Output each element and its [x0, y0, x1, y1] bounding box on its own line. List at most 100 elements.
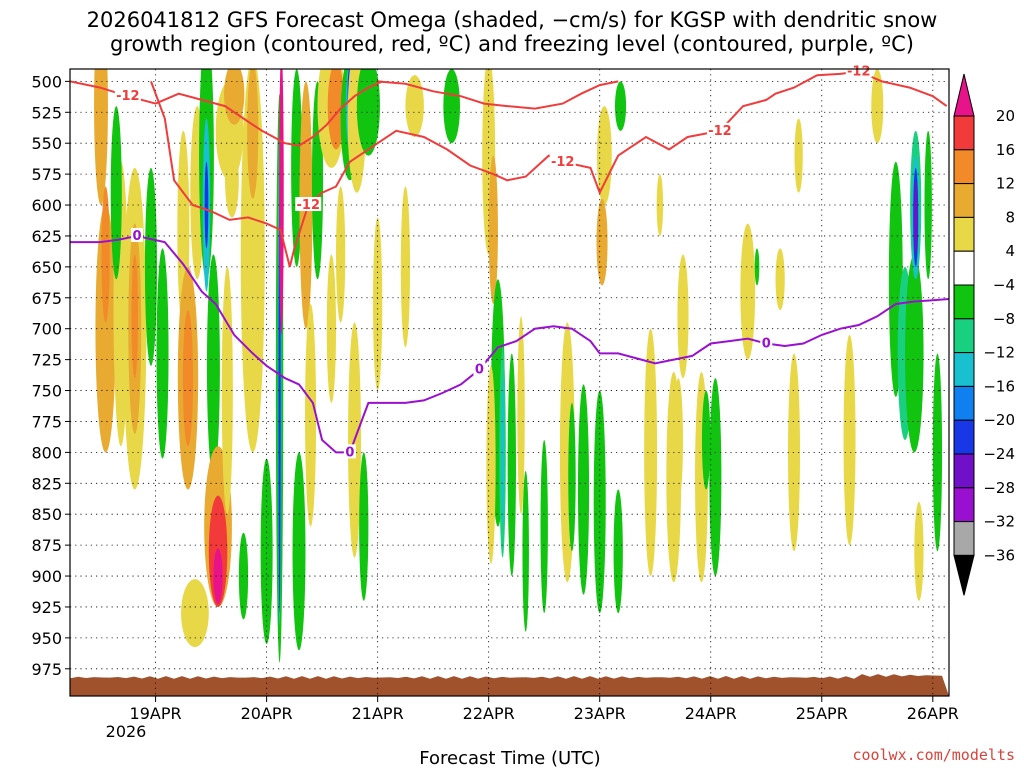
colorbar-label: −8 — [993, 310, 1015, 328]
omega-shade-blob — [247, 69, 259, 199]
x-tick-label: 23APR — [574, 704, 626, 723]
y-tick-label: 725 — [31, 351, 62, 370]
omega-shade-blob — [614, 81, 627, 131]
snow-growth-contour — [150, 70, 948, 268]
colorbar: 20 16 12 8 4 −4 −8 −12 −16 −20 −24 −28 −32 −36 — [953, 73, 1015, 596]
freezing-level-contour-label: 0 — [475, 363, 484, 378]
colorbar-label: −12 — [983, 344, 1015, 362]
x-tick-label: 21APR — [352, 704, 404, 723]
omega-shade-blob — [204, 161, 209, 249]
colorbar-label: −28 — [983, 479, 1015, 497]
omega-shade-blob — [794, 118, 803, 193]
omega-shade-blob — [260, 458, 273, 645]
x-tick-label: 20APR — [241, 704, 293, 723]
y-tick-label: 775 — [31, 412, 62, 431]
omega-shade-blob — [224, 69, 245, 125]
omega-shade-blob — [144, 167, 157, 366]
omega-shade-blob — [644, 328, 658, 577]
y-tick-label: 600 — [31, 196, 62, 215]
colorbar-swatch — [953, 352, 975, 387]
omega-shade-blob — [540, 440, 548, 614]
y-tick-label: 575 — [31, 165, 62, 184]
colorbar-swatch — [953, 521, 975, 556]
colorbar-bottom-arrow — [953, 554, 975, 596]
x-tick-label: 26APR — [907, 704, 959, 723]
credit-text[interactable]: coolwx.com/modelts — [852, 746, 1015, 764]
omega-shade-blob — [914, 501, 924, 601]
omega-shade-blob — [110, 106, 122, 280]
y-tick-label: 950 — [31, 629, 62, 648]
y-tick-label: 850 — [31, 505, 62, 524]
omega-shade-blob — [326, 254, 337, 403]
snow-growth-contour — [70, 80, 383, 147]
omega-shade-blob — [240, 69, 265, 453]
x-tick-label: 19APR — [130, 704, 182, 723]
colorbar-swatch — [953, 250, 975, 286]
contour-label-bg — [295, 197, 322, 212]
omega-shade-blob — [709, 378, 722, 577]
x-axis-label: Forecast Time (UTC) — [419, 748, 600, 768]
contour-label-bg — [473, 361, 486, 376]
omega-shade-blob — [356, 69, 380, 156]
y-tick-label: 675 — [31, 289, 62, 308]
omega-shade-blob — [740, 223, 756, 360]
gridlines — [70, 69, 949, 696]
contour-labels: -12 -12 -12 -12 -12 0 0 0 0 — [114, 63, 872, 460]
omega-shade-blob — [305, 303, 317, 527]
omega-shade-blob — [101, 186, 110, 323]
omega-shade-blob — [336, 186, 346, 323]
omega-shade-blob — [843, 334, 856, 546]
y-tick-label: 750 — [31, 382, 62, 401]
omega-shade-blob — [593, 390, 606, 614]
omega-shade-blob — [568, 402, 576, 552]
omega-shade-blob — [292, 452, 306, 651]
colorbar-label: 16 — [996, 141, 1015, 159]
contour-label-bg — [343, 444, 356, 459]
colorbar-label: −36 — [983, 546, 1015, 564]
colorbar-label: 8 — [1005, 208, 1015, 226]
y-tick-label: 800 — [31, 443, 62, 462]
y-tick-label: 700 — [31, 320, 62, 339]
y-tick-label: 525 — [31, 103, 62, 122]
omega-shade-blob — [788, 353, 801, 552]
y-tick-label: 500 — [31, 72, 62, 91]
y-tick-label: 925 — [31, 598, 62, 617]
colorbar-label: −24 — [983, 445, 1015, 463]
omega-shade-blob — [131, 254, 139, 379]
omega-shade-blob — [443, 69, 460, 144]
omega-shade-blob — [613, 489, 623, 614]
omega-shade-blob — [577, 384, 590, 595]
omega-shade-blob — [156, 248, 169, 459]
colorbar-label: −32 — [983, 513, 1015, 531]
y-tick-label: 875 — [31, 536, 62, 555]
contour-label-bg — [760, 335, 773, 350]
omega-shade-blob — [913, 180, 918, 255]
colorbar-label: −4 — [993, 276, 1015, 294]
contour-label-bg — [706, 122, 733, 137]
chart-title-line-2: growth region (contoured, red, ºC) and f… — [110, 32, 914, 56]
omega-shade-blob — [871, 69, 884, 144]
x-tick-label: 22APR — [463, 704, 515, 723]
omega-shade-blob — [181, 579, 209, 648]
y-tick-label: 550 — [31, 134, 62, 153]
colorbar-label: −20 — [983, 411, 1015, 429]
omega-shade-blob — [656, 174, 664, 236]
omega-shade-blob — [224, 143, 239, 218]
y-tick-label: 825 — [31, 474, 62, 493]
omega-shade-blob — [405, 75, 424, 138]
omega-shade-blob — [327, 69, 345, 150]
colorbar-swatch — [953, 284, 975, 320]
omega-shade-blob — [932, 353, 943, 552]
omega-shade-blob — [596, 198, 608, 286]
colorbar-label: 4 — [1005, 242, 1015, 260]
chart-title-line-1: 2026041812 GFS Forecast Omega (shaded, −… — [87, 8, 938, 32]
colorbar-swatch — [953, 183, 975, 218]
omega-shade-blob — [291, 69, 303, 267]
ground-layer — [70, 674, 949, 696]
colorbar-swatch — [953, 419, 975, 455]
omega-shade-blob — [279, 69, 284, 335]
snow-growth-contour-label: -12 — [551, 155, 575, 170]
contour-label-bg — [845, 63, 872, 78]
contour-layer — [70, 70, 949, 454]
omega-shade-blob — [95, 205, 116, 453]
